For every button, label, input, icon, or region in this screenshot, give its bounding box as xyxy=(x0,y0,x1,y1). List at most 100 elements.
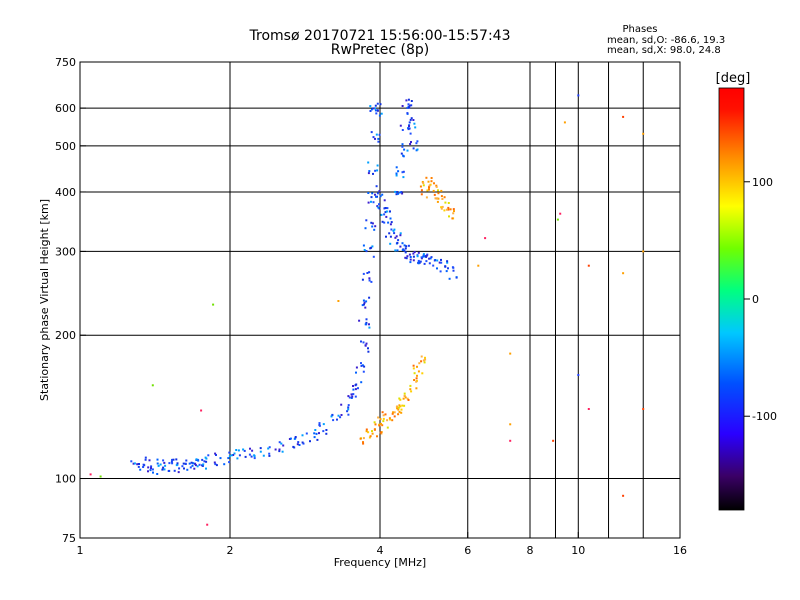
data-point xyxy=(392,411,394,414)
data-point xyxy=(227,457,230,460)
colorbar-tick-label: -100 xyxy=(752,410,777,423)
data-point xyxy=(379,195,382,198)
data-point xyxy=(435,185,438,188)
data-point xyxy=(352,388,355,391)
data-point xyxy=(381,424,384,427)
data-point xyxy=(449,208,452,211)
data-point xyxy=(340,414,343,416)
data-point xyxy=(428,257,431,260)
data-point xyxy=(383,213,386,216)
data-point xyxy=(337,300,340,302)
data-point xyxy=(350,393,353,396)
data-point xyxy=(395,172,398,175)
data-point xyxy=(425,254,428,257)
data-point xyxy=(408,253,411,256)
data-point xyxy=(157,464,160,467)
data-point xyxy=(400,411,403,414)
data-point xyxy=(409,258,412,261)
data-point xyxy=(377,206,380,209)
data-point xyxy=(278,450,281,453)
data-point xyxy=(412,367,415,370)
data-point xyxy=(397,239,400,242)
data-point xyxy=(358,319,361,322)
data-point xyxy=(192,462,195,465)
data-point xyxy=(176,462,179,465)
data-point xyxy=(361,278,364,281)
data-point xyxy=(151,384,154,387)
data-point xyxy=(362,437,365,440)
data-point xyxy=(367,192,370,194)
data-point xyxy=(391,419,394,422)
data-point xyxy=(424,255,427,258)
data-point xyxy=(622,115,625,118)
data-point xyxy=(223,463,226,466)
data-point xyxy=(274,448,277,451)
data-point xyxy=(509,352,512,355)
data-point xyxy=(406,149,409,152)
data-point xyxy=(372,201,375,204)
data-point xyxy=(367,161,370,164)
data-point xyxy=(371,222,374,225)
data-point xyxy=(172,458,175,461)
data-point xyxy=(378,203,380,206)
data-point xyxy=(380,213,383,216)
data-point xyxy=(394,190,397,193)
data-point xyxy=(367,347,369,350)
data-point xyxy=(433,259,436,262)
data-point xyxy=(509,439,512,442)
grid-lines xyxy=(80,62,680,538)
data-point xyxy=(365,318,368,321)
data-point xyxy=(407,103,410,106)
data-point xyxy=(367,350,370,353)
data-point xyxy=(409,256,412,258)
data-point xyxy=(365,300,368,303)
data-point xyxy=(374,137,376,140)
data-point xyxy=(232,454,235,456)
data-point xyxy=(397,408,400,411)
data-point xyxy=(423,262,426,265)
x-tick-label: 10 xyxy=(571,544,585,557)
data-point xyxy=(452,208,455,211)
data-point xyxy=(397,406,400,409)
data-point xyxy=(357,387,359,390)
data-point xyxy=(396,407,399,410)
data-point xyxy=(368,296,371,299)
data-point xyxy=(417,370,420,373)
data-point xyxy=(381,193,384,196)
data-point xyxy=(369,435,372,438)
data-point xyxy=(409,261,412,264)
data-point xyxy=(171,462,174,465)
data-point xyxy=(429,257,432,260)
data-point xyxy=(408,121,411,124)
data-point xyxy=(364,227,367,230)
chart-title: Tromsø 20170721 15:56:00-15:57:43 xyxy=(249,28,511,44)
data-point xyxy=(413,379,416,381)
data-point xyxy=(375,133,378,136)
data-point xyxy=(175,464,178,467)
data-point xyxy=(188,462,191,465)
data-point xyxy=(354,388,357,391)
data-point xyxy=(352,385,354,387)
data-point xyxy=(371,245,374,248)
data-point xyxy=(161,468,164,471)
data-point xyxy=(332,419,335,422)
data-point xyxy=(235,449,238,451)
data-point xyxy=(368,279,371,282)
data-point xyxy=(395,193,398,196)
data-point xyxy=(436,267,438,270)
data-point xyxy=(404,256,407,259)
data-point xyxy=(191,464,194,467)
data-point xyxy=(212,303,215,306)
data-point xyxy=(360,340,362,343)
x-axis-label: Frequency [MHz] xyxy=(334,556,426,569)
data-point xyxy=(315,432,318,435)
data-point xyxy=(622,272,625,275)
data-point xyxy=(367,172,370,175)
data-point xyxy=(354,395,357,398)
data-point xyxy=(396,241,399,244)
data-point xyxy=(440,207,443,210)
data-point xyxy=(418,362,421,365)
data-point xyxy=(377,137,380,140)
data-point xyxy=(381,411,384,414)
data-point xyxy=(347,406,350,409)
